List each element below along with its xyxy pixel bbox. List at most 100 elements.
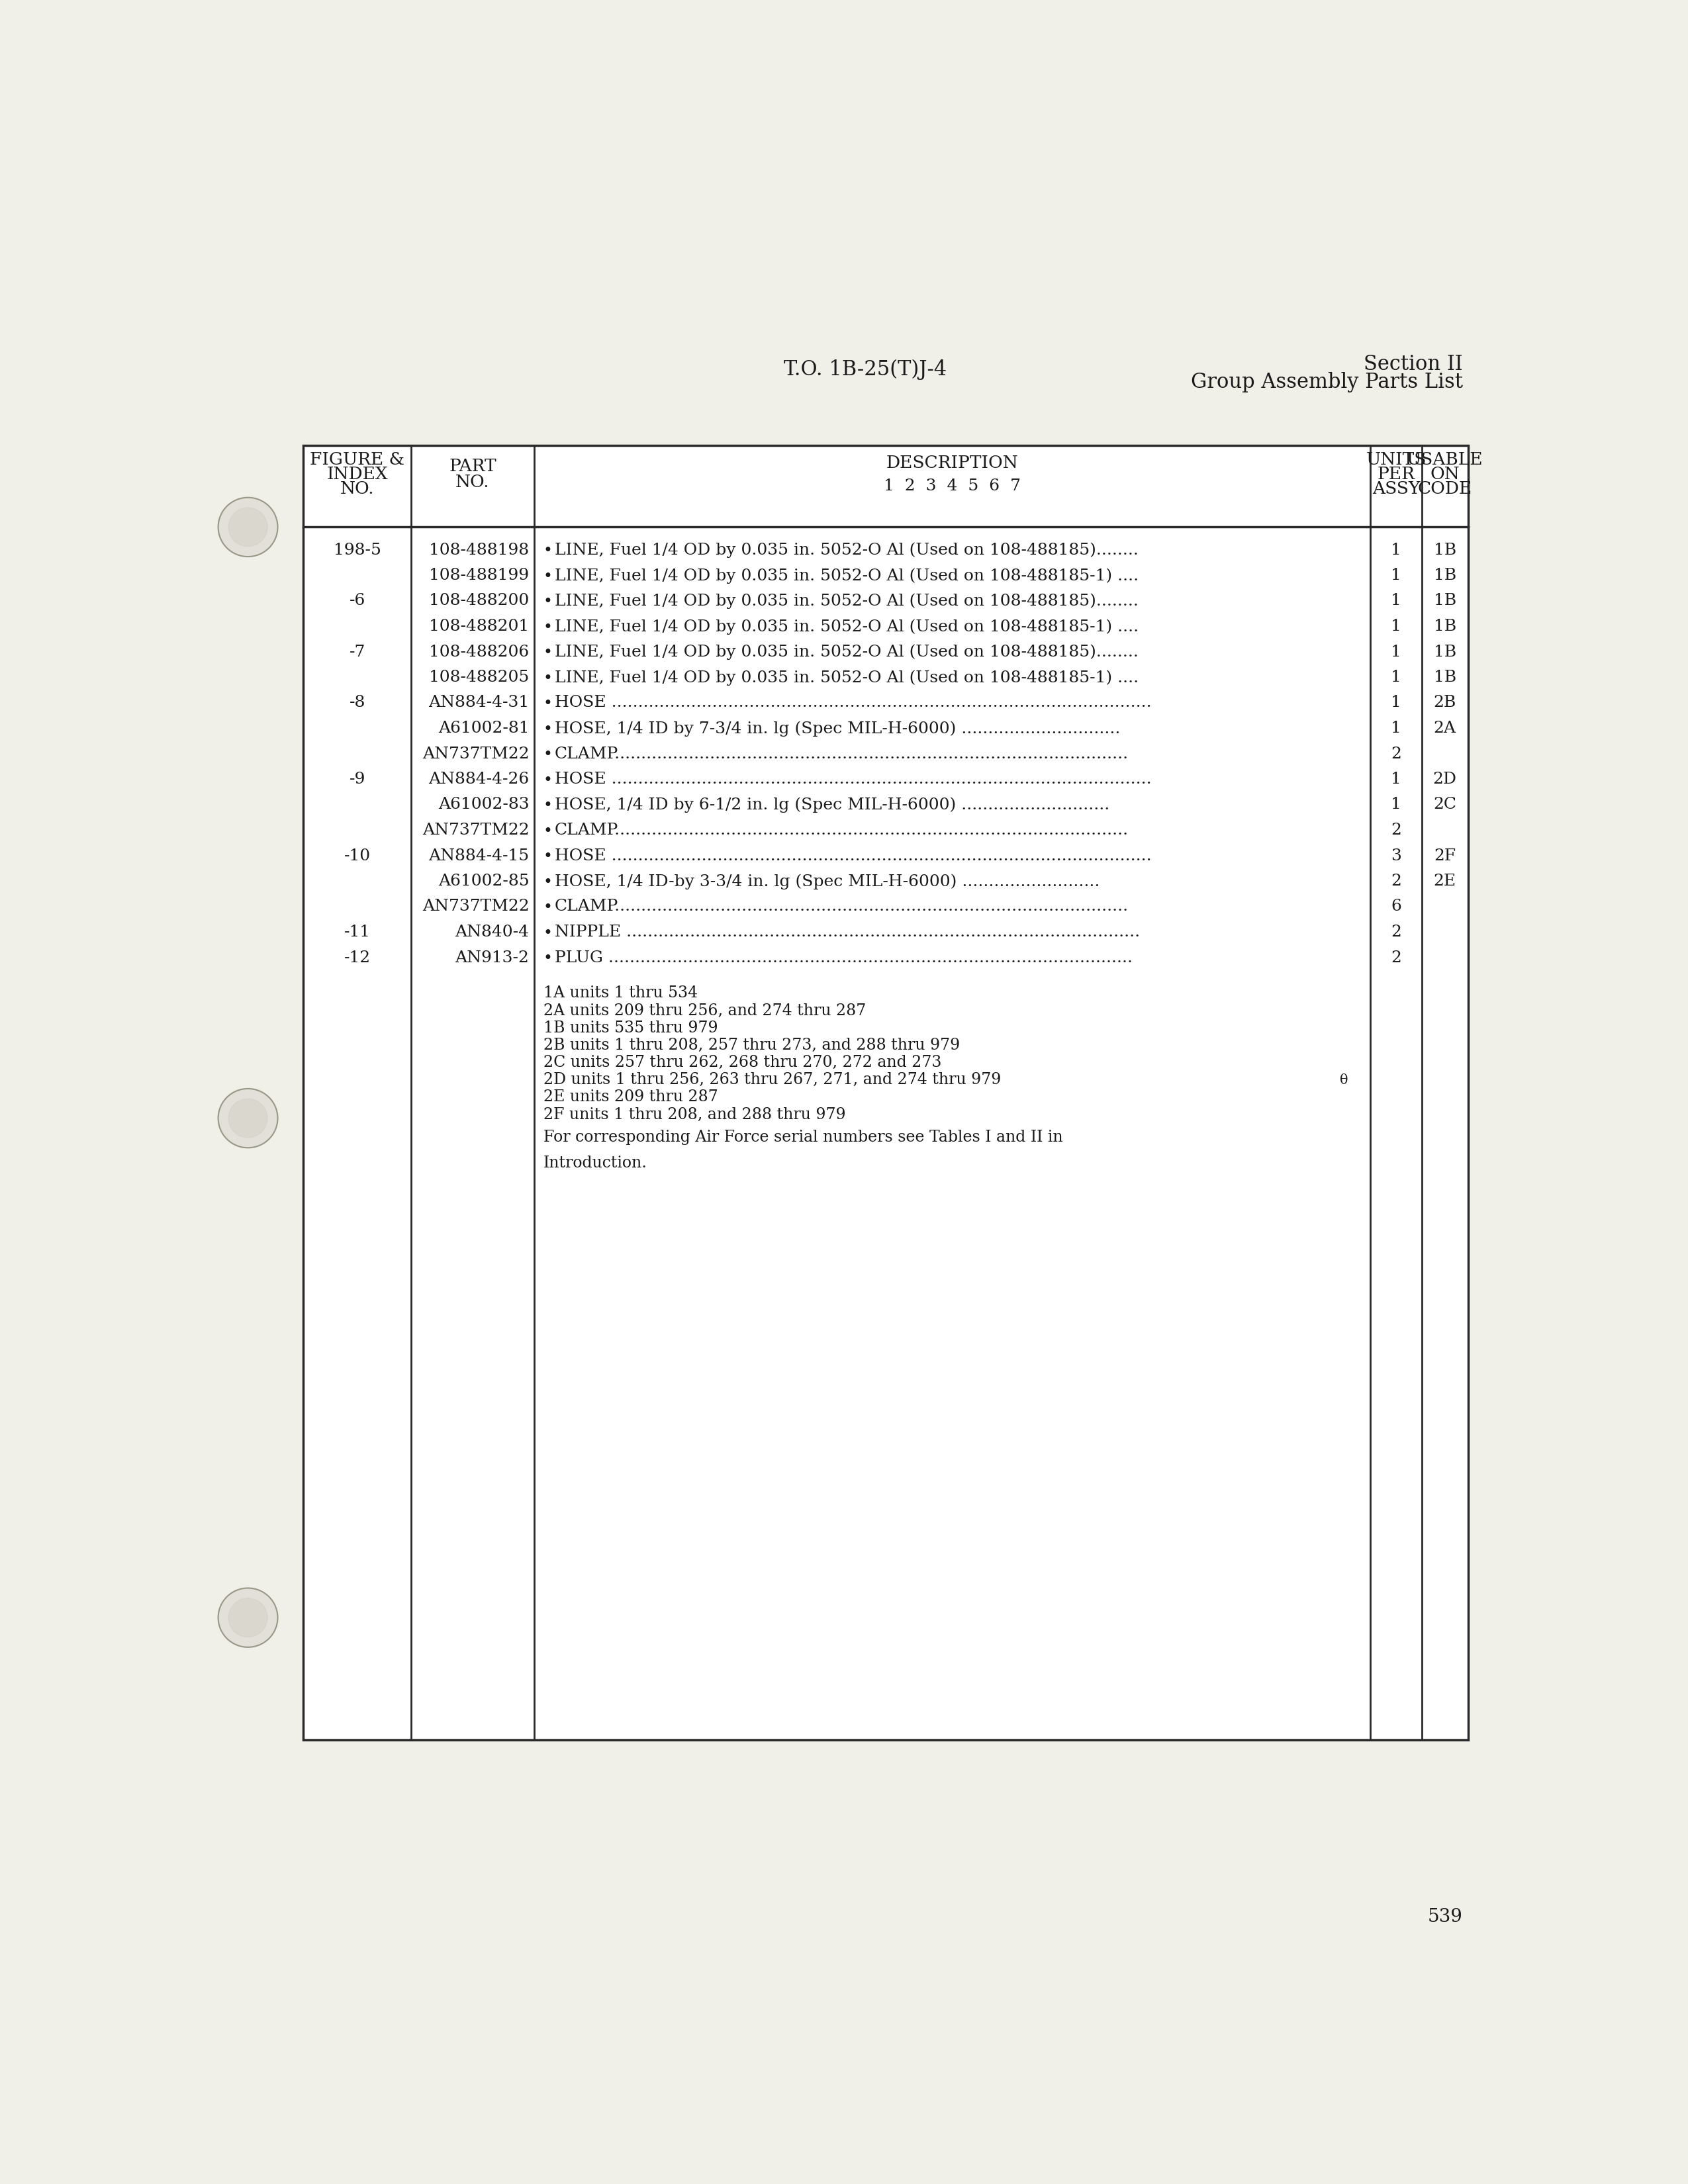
Text: •: • xyxy=(544,697,552,712)
Text: Section II: Section II xyxy=(1364,354,1463,373)
Text: 1: 1 xyxy=(1391,594,1401,609)
Text: 1: 1 xyxy=(1391,797,1401,812)
Text: AN884-4-15: AN884-4-15 xyxy=(429,847,528,863)
Bar xyxy=(304,446,1469,1741)
Text: USABLE: USABLE xyxy=(1406,452,1484,467)
Text: •: • xyxy=(544,544,552,559)
Text: A61002-81: A61002-81 xyxy=(439,721,528,736)
Text: 1: 1 xyxy=(1391,721,1401,736)
Text: INDEX: INDEX xyxy=(326,465,388,483)
Text: LINE, Fuel 1/4 OD by 0.035 in. 5052-O Al (Used on 108-488185-1) ....: LINE, Fuel 1/4 OD by 0.035 in. 5052-O Al… xyxy=(555,618,1139,633)
Text: AN737TM22: AN737TM22 xyxy=(422,900,528,915)
Circle shape xyxy=(218,498,279,557)
Text: T.O. 1B-25(T)J-4: T.O. 1B-25(T)J-4 xyxy=(783,358,947,380)
Text: 108-488198: 108-488198 xyxy=(429,542,528,557)
Text: 1: 1 xyxy=(1391,771,1401,786)
Text: •: • xyxy=(544,797,552,812)
Text: •: • xyxy=(544,950,552,965)
Text: Group Assembly Parts List: Group Assembly Parts List xyxy=(1190,371,1463,393)
Text: 1: 1 xyxy=(1391,542,1401,557)
Text: 108-488205: 108-488205 xyxy=(429,670,528,686)
Text: •: • xyxy=(544,773,552,788)
Text: AN737TM22: AN737TM22 xyxy=(422,747,528,762)
Text: 6: 6 xyxy=(1391,900,1401,915)
Text: 2D: 2D xyxy=(1433,771,1457,786)
Text: 2: 2 xyxy=(1391,874,1401,889)
Text: -10: -10 xyxy=(344,847,370,863)
Text: For corresponding Air Force serial numbers see Tables I and II in
Introduction.: For corresponding Air Force serial numbe… xyxy=(544,1129,1063,1171)
Text: LINE, Fuel 1/4 OD by 0.035 in. 5052-O Al (Used on 108-488185)........: LINE, Fuel 1/4 OD by 0.035 in. 5052-O Al… xyxy=(555,644,1138,660)
Text: CLAMP...........................................................................: CLAMP...................................… xyxy=(555,900,1129,915)
Text: 539: 539 xyxy=(1428,1909,1463,1926)
Text: HOSE ...........................................................................: HOSE ...................................… xyxy=(555,771,1151,786)
Text: 108-488199: 108-488199 xyxy=(429,568,528,583)
Text: •: • xyxy=(544,620,552,636)
Circle shape xyxy=(218,1588,279,1647)
Text: 2B units 1 thru 208, 257 thru 273, and 288 thru 979: 2B units 1 thru 208, 257 thru 273, and 2… xyxy=(544,1037,960,1053)
Text: 1: 1 xyxy=(1391,644,1401,660)
Text: 2C: 2C xyxy=(1433,797,1457,812)
Text: CLAMP...........................................................................: CLAMP...................................… xyxy=(555,747,1129,762)
Text: HOSE, 1/4 ID-by 3-3/4 in. lg (Spec MIL-H-6000) ..........................: HOSE, 1/4 ID-by 3-3/4 in. lg (Spec MIL-H… xyxy=(555,874,1101,889)
Bar xyxy=(304,446,1469,1741)
Text: •: • xyxy=(544,900,552,915)
Text: FIGURE &: FIGURE & xyxy=(311,452,405,467)
Text: 2C units 257 thru 262, 268 thru 270, 272 and 273: 2C units 257 thru 262, 268 thru 270, 272… xyxy=(544,1055,942,1070)
Text: •: • xyxy=(544,594,552,609)
Text: 2E units 209 thru 287: 2E units 209 thru 287 xyxy=(544,1090,717,1105)
Text: 3: 3 xyxy=(1391,847,1401,863)
Text: 1A units 1 thru 534: 1A units 1 thru 534 xyxy=(544,985,697,1000)
Text: 1B: 1B xyxy=(1433,618,1457,633)
Text: 108-488206: 108-488206 xyxy=(429,644,528,660)
Text: -12: -12 xyxy=(344,950,370,965)
Text: •: • xyxy=(544,823,552,839)
Text: •: • xyxy=(544,747,552,762)
Text: NIPPLE .........................................................................: NIPPLE .................................… xyxy=(555,924,1139,939)
Text: -6: -6 xyxy=(349,594,365,609)
Text: LINE, Fuel 1/4 OD by 0.035 in. 5052-O Al (Used on 108-488185-1) ....: LINE, Fuel 1/4 OD by 0.035 in. 5052-O Al… xyxy=(555,670,1139,686)
Text: 2F: 2F xyxy=(1433,847,1455,863)
Text: CLAMP...........................................................................: CLAMP...................................… xyxy=(555,823,1129,839)
Text: -11: -11 xyxy=(344,924,370,939)
Text: 2A: 2A xyxy=(1433,721,1457,736)
Text: -7: -7 xyxy=(349,644,365,660)
Text: AN913-2: AN913-2 xyxy=(456,950,528,965)
Text: •: • xyxy=(544,926,552,941)
Circle shape xyxy=(228,507,267,546)
Text: PLUG ...........................................................................: PLUG ...................................… xyxy=(555,950,1133,965)
Text: PART: PART xyxy=(449,459,496,474)
Text: A61002-83: A61002-83 xyxy=(437,797,528,812)
Circle shape xyxy=(228,1599,267,1638)
Text: HOSE ...........................................................................: HOSE ...................................… xyxy=(555,695,1151,710)
Text: AN884-4-26: AN884-4-26 xyxy=(429,771,528,786)
Text: HOSE ...........................................................................: HOSE ...................................… xyxy=(555,847,1151,863)
Text: 1: 1 xyxy=(1391,670,1401,686)
Text: AN840-4: AN840-4 xyxy=(456,924,528,939)
Text: 1B: 1B xyxy=(1433,542,1457,557)
Text: 2F units 1 thru 208, and 288 thru 979: 2F units 1 thru 208, and 288 thru 979 xyxy=(544,1107,846,1123)
Text: PER: PER xyxy=(1377,465,1415,483)
Text: •: • xyxy=(544,568,552,583)
Text: -9: -9 xyxy=(349,771,365,786)
Text: CODE: CODE xyxy=(1418,480,1472,496)
Text: NO.: NO. xyxy=(456,474,490,489)
Text: 1: 1 xyxy=(1391,618,1401,633)
Text: AN884-4-31: AN884-4-31 xyxy=(429,695,528,710)
Text: 1B: 1B xyxy=(1433,644,1457,660)
Text: AN737TM22: AN737TM22 xyxy=(422,823,528,839)
Text: 108-488201: 108-488201 xyxy=(429,618,528,633)
Circle shape xyxy=(228,1099,267,1138)
Text: 198-5: 198-5 xyxy=(334,542,381,557)
Text: NO.: NO. xyxy=(339,480,375,496)
Text: HOSE, 1/4 ID by 7-3/4 in. lg (Spec MIL-H-6000) ..............................: HOSE, 1/4 ID by 7-3/4 in. lg (Spec MIL-H… xyxy=(555,721,1121,736)
Text: θ: θ xyxy=(1340,1075,1349,1085)
Text: 2: 2 xyxy=(1391,950,1401,965)
Text: -8: -8 xyxy=(349,695,365,710)
Text: •: • xyxy=(544,874,552,889)
Text: 1: 1 xyxy=(1391,695,1401,710)
Circle shape xyxy=(218,1088,279,1149)
Text: •: • xyxy=(544,670,552,686)
Text: 1B: 1B xyxy=(1433,594,1457,609)
Text: LINE, Fuel 1/4 OD by 0.035 in. 5052-O Al (Used on 108-488185)........: LINE, Fuel 1/4 OD by 0.035 in. 5052-O Al… xyxy=(555,594,1138,609)
Text: 108-488200: 108-488200 xyxy=(429,594,528,609)
